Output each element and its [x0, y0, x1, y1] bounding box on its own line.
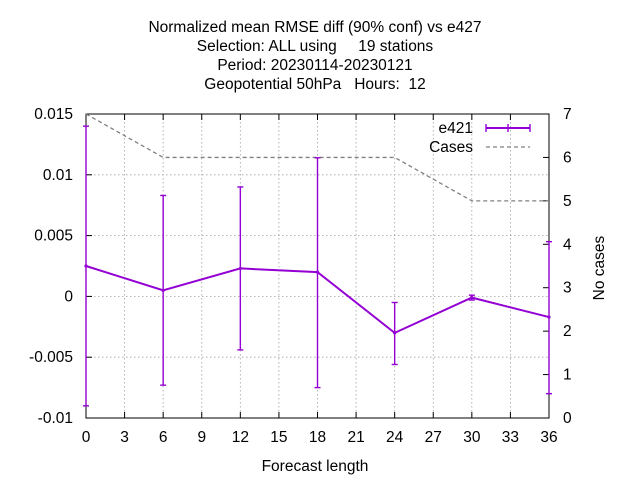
y2-tick-label: 2 [563, 323, 572, 340]
y2-axis-label: No cases [591, 235, 608, 300]
y-tick-label: 0.015 [34, 106, 73, 123]
x-tick-label: 18 [309, 429, 326, 446]
x-tick-label: 6 [159, 429, 168, 446]
data-point-e421 [238, 266, 242, 271]
chart-title: Normalized mean RMSE diff (90% conf) vs … [148, 19, 481, 93]
x-tick-label: 27 [425, 429, 442, 446]
x-tick-label: 3 [120, 429, 129, 446]
legend: e421 Cases [429, 120, 531, 156]
y2-tick-label: 6 [563, 149, 572, 166]
y-tick-label: 0.005 [34, 228, 73, 245]
series-line-cases [85, 113, 549, 202]
x-tick-label: 15 [270, 429, 287, 446]
x-tick-label: 9 [197, 429, 206, 446]
y2-tick-label: 3 [563, 280, 572, 297]
data-point-e421 [161, 288, 165, 292]
x-tick-label: 21 [347, 429, 364, 446]
x-tick-label: 24 [386, 429, 404, 446]
data-point-e421 [547, 315, 551, 319]
x-tick-label: 12 [232, 429, 249, 446]
y-tick-label: 0.01 [43, 167, 73, 184]
title-line-3: Period: 20230114-20230121 [217, 57, 412, 74]
title-line-4: Geopotential 50hPa Hours: 12 [204, 76, 425, 93]
y2-tick-label: 4 [563, 236, 572, 253]
x-tick-label: 30 [463, 429, 481, 446]
title-line-2: Selection: ALL using 19 stations [197, 38, 434, 55]
title-line-1: Normalized mean RMSE diff (90% conf) vs … [148, 19, 481, 36]
y-tick-label: -0.01 [38, 410, 73, 427]
x-tick-label: 33 [502, 429, 519, 446]
series-layer [83, 113, 552, 407]
y2-tick-label: 0 [563, 410, 572, 427]
data-point-e421 [315, 270, 320, 274]
y2-tick-label: 5 [563, 193, 572, 210]
y-tick-label: -0.005 [29, 349, 73, 366]
legend-swatch-e421 [485, 124, 531, 132]
x-axis-label: Forecast length [262, 458, 369, 475]
y-axis-right: 0 1 2 3 4 5 6 7 [543, 106, 572, 427]
x-tick-label: 0 [82, 429, 91, 446]
data-point-e421 [393, 331, 397, 335]
y2-tick-label: 7 [563, 106, 572, 123]
y2-tick-label: 1 [563, 367, 572, 384]
x-tick-label: 36 [540, 429, 557, 446]
y-axis-left: -0.01 -0.005 0 0.005 0.01 0.015 [29, 106, 92, 427]
data-point-e421 [84, 264, 88, 268]
legend-label-cases: Cases [429, 139, 473, 156]
data-point-e421 [470, 296, 474, 300]
x-axis: 0 3 6 9 12 15 18 21 24 27 30 33 36 [82, 114, 558, 446]
y-tick-label: 0 [64, 288, 73, 305]
legend-label-e421: e421 [439, 120, 473, 137]
